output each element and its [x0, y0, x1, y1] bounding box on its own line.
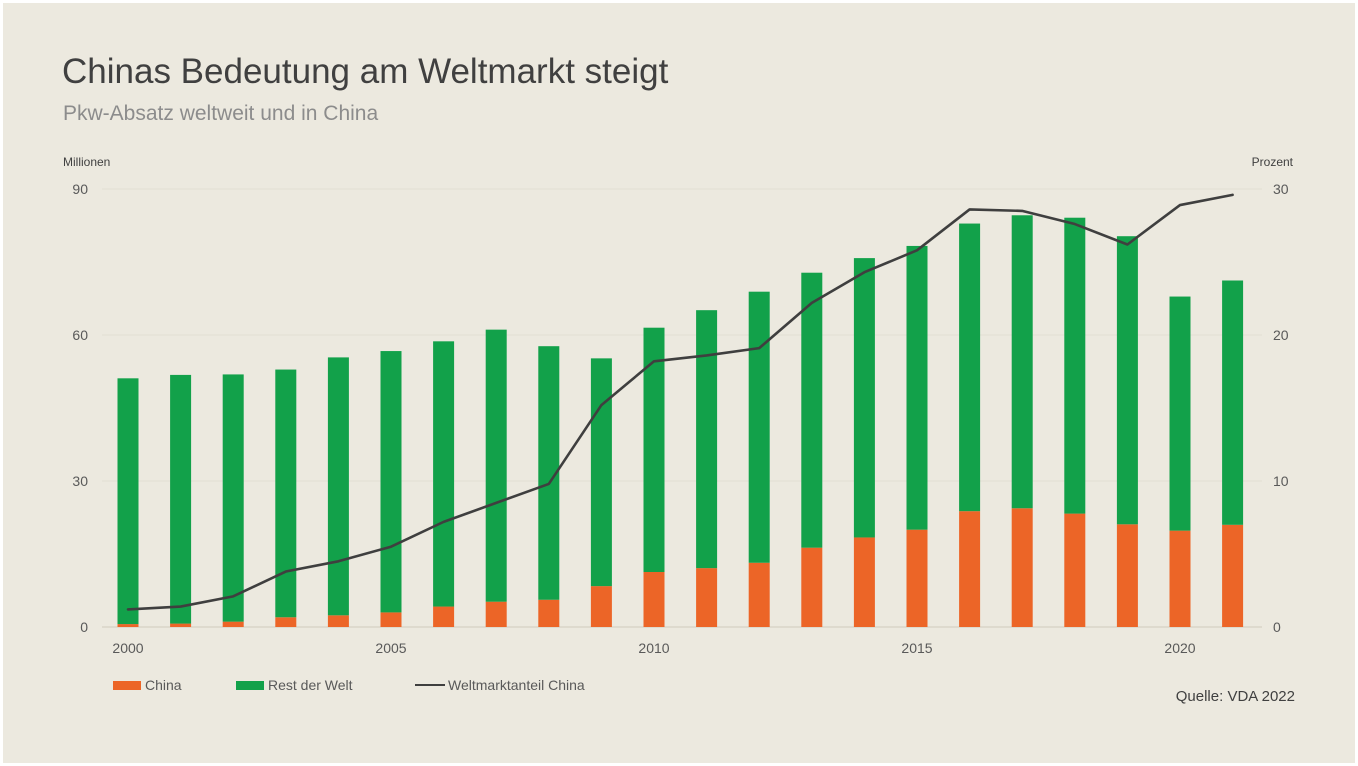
- bar-rest: [1222, 280, 1244, 525]
- bar-rest: [1064, 217, 1086, 514]
- bar-china: [1064, 513, 1086, 627]
- bar-china: [801, 547, 823, 627]
- bar-china: [853, 537, 875, 627]
- y-tick-label: 30: [72, 473, 88, 489]
- y2-tick-label: 0: [1273, 619, 1281, 635]
- bar-china: [485, 601, 507, 627]
- legend-swatch-share: [415, 684, 445, 686]
- bar-rest: [117, 378, 139, 625]
- source-note: Quelle: VDA 2022: [1175, 688, 1295, 705]
- line-weltmarktanteil: [126, 193, 1234, 611]
- bar-china: [433, 606, 455, 627]
- y-tick-label: 0: [80, 619, 88, 635]
- left-axis-unit: Millionen: [63, 155, 111, 169]
- bar-china: [380, 612, 402, 627]
- legend-swatch-china: [113, 680, 141, 690]
- y2-tick-label: 20: [1273, 327, 1289, 343]
- bar-rest: [1169, 296, 1191, 531]
- bar-rest: [696, 310, 718, 569]
- bar-rest: [643, 327, 665, 573]
- bar-china: [275, 617, 297, 627]
- bar-china: [906, 529, 928, 627]
- bar-china: [748, 562, 770, 627]
- chart-title: Chinas Bedeutung am Weltmarkt steigt: [62, 52, 669, 91]
- legend-label-rest: Rest der Welt: [268, 677, 353, 693]
- legend-item-rest: Rest der Welt: [236, 677, 353, 693]
- legend-label-china: China: [145, 677, 182, 693]
- bar-china: [1116, 524, 1138, 627]
- bar-china: [1169, 530, 1191, 627]
- legend-label-share: Weltmarktanteil China: [448, 677, 585, 693]
- bar-rest: [1116, 236, 1138, 525]
- x-tick-label: 2015: [901, 640, 932, 656]
- bar-china: [222, 621, 244, 627]
- x-tick-label: 2005: [375, 640, 406, 656]
- y2-tick-label: 10: [1273, 473, 1289, 489]
- bar-rest: [801, 272, 823, 548]
- bar-rest: [906, 245, 928, 530]
- bar-rest: [222, 374, 244, 622]
- legend-item-share: Weltmarktanteil China: [415, 677, 585, 693]
- bar-china: [1011, 508, 1033, 627]
- bar-china: [1222, 524, 1244, 627]
- right-axis-unit: Prozent: [1251, 155, 1293, 169]
- bar-rest: [748, 291, 770, 563]
- bar-rest: [380, 351, 402, 613]
- bar-rest: [433, 341, 455, 607]
- bar-rest: [485, 329, 507, 602]
- bar-rest: [170, 374, 192, 624]
- bar-rest: [538, 346, 560, 600]
- y2-tick-label: 30: [1273, 181, 1289, 197]
- x-tick-label: 2010: [638, 640, 669, 656]
- bar-china: [643, 572, 665, 627]
- bar-rest: [590, 358, 612, 587]
- bar-china: [117, 624, 139, 627]
- bar-rest: [853, 258, 875, 538]
- bar-china: [170, 623, 192, 627]
- bar-china: [590, 586, 612, 627]
- bar-rest: [1011, 215, 1033, 509]
- legend-swatch-rest: [236, 680, 264, 690]
- x-tick-label: 2020: [1164, 640, 1195, 656]
- bar-rest: [327, 357, 349, 616]
- bar-china: [327, 615, 349, 627]
- bar-rest: [959, 223, 981, 512]
- legend-item-china: China: [113, 677, 182, 693]
- bar-china: [538, 599, 560, 627]
- y-tick-label: 90: [72, 181, 88, 197]
- chart-subtitle: Pkw-Absatz weltweit und in China: [63, 102, 379, 125]
- bar-china: [696, 568, 718, 627]
- y-tick-label: 60: [72, 327, 88, 343]
- bar-china: [959, 511, 981, 627]
- x-tick-label: 2000: [112, 640, 143, 656]
- bar-rest: [275, 369, 297, 618]
